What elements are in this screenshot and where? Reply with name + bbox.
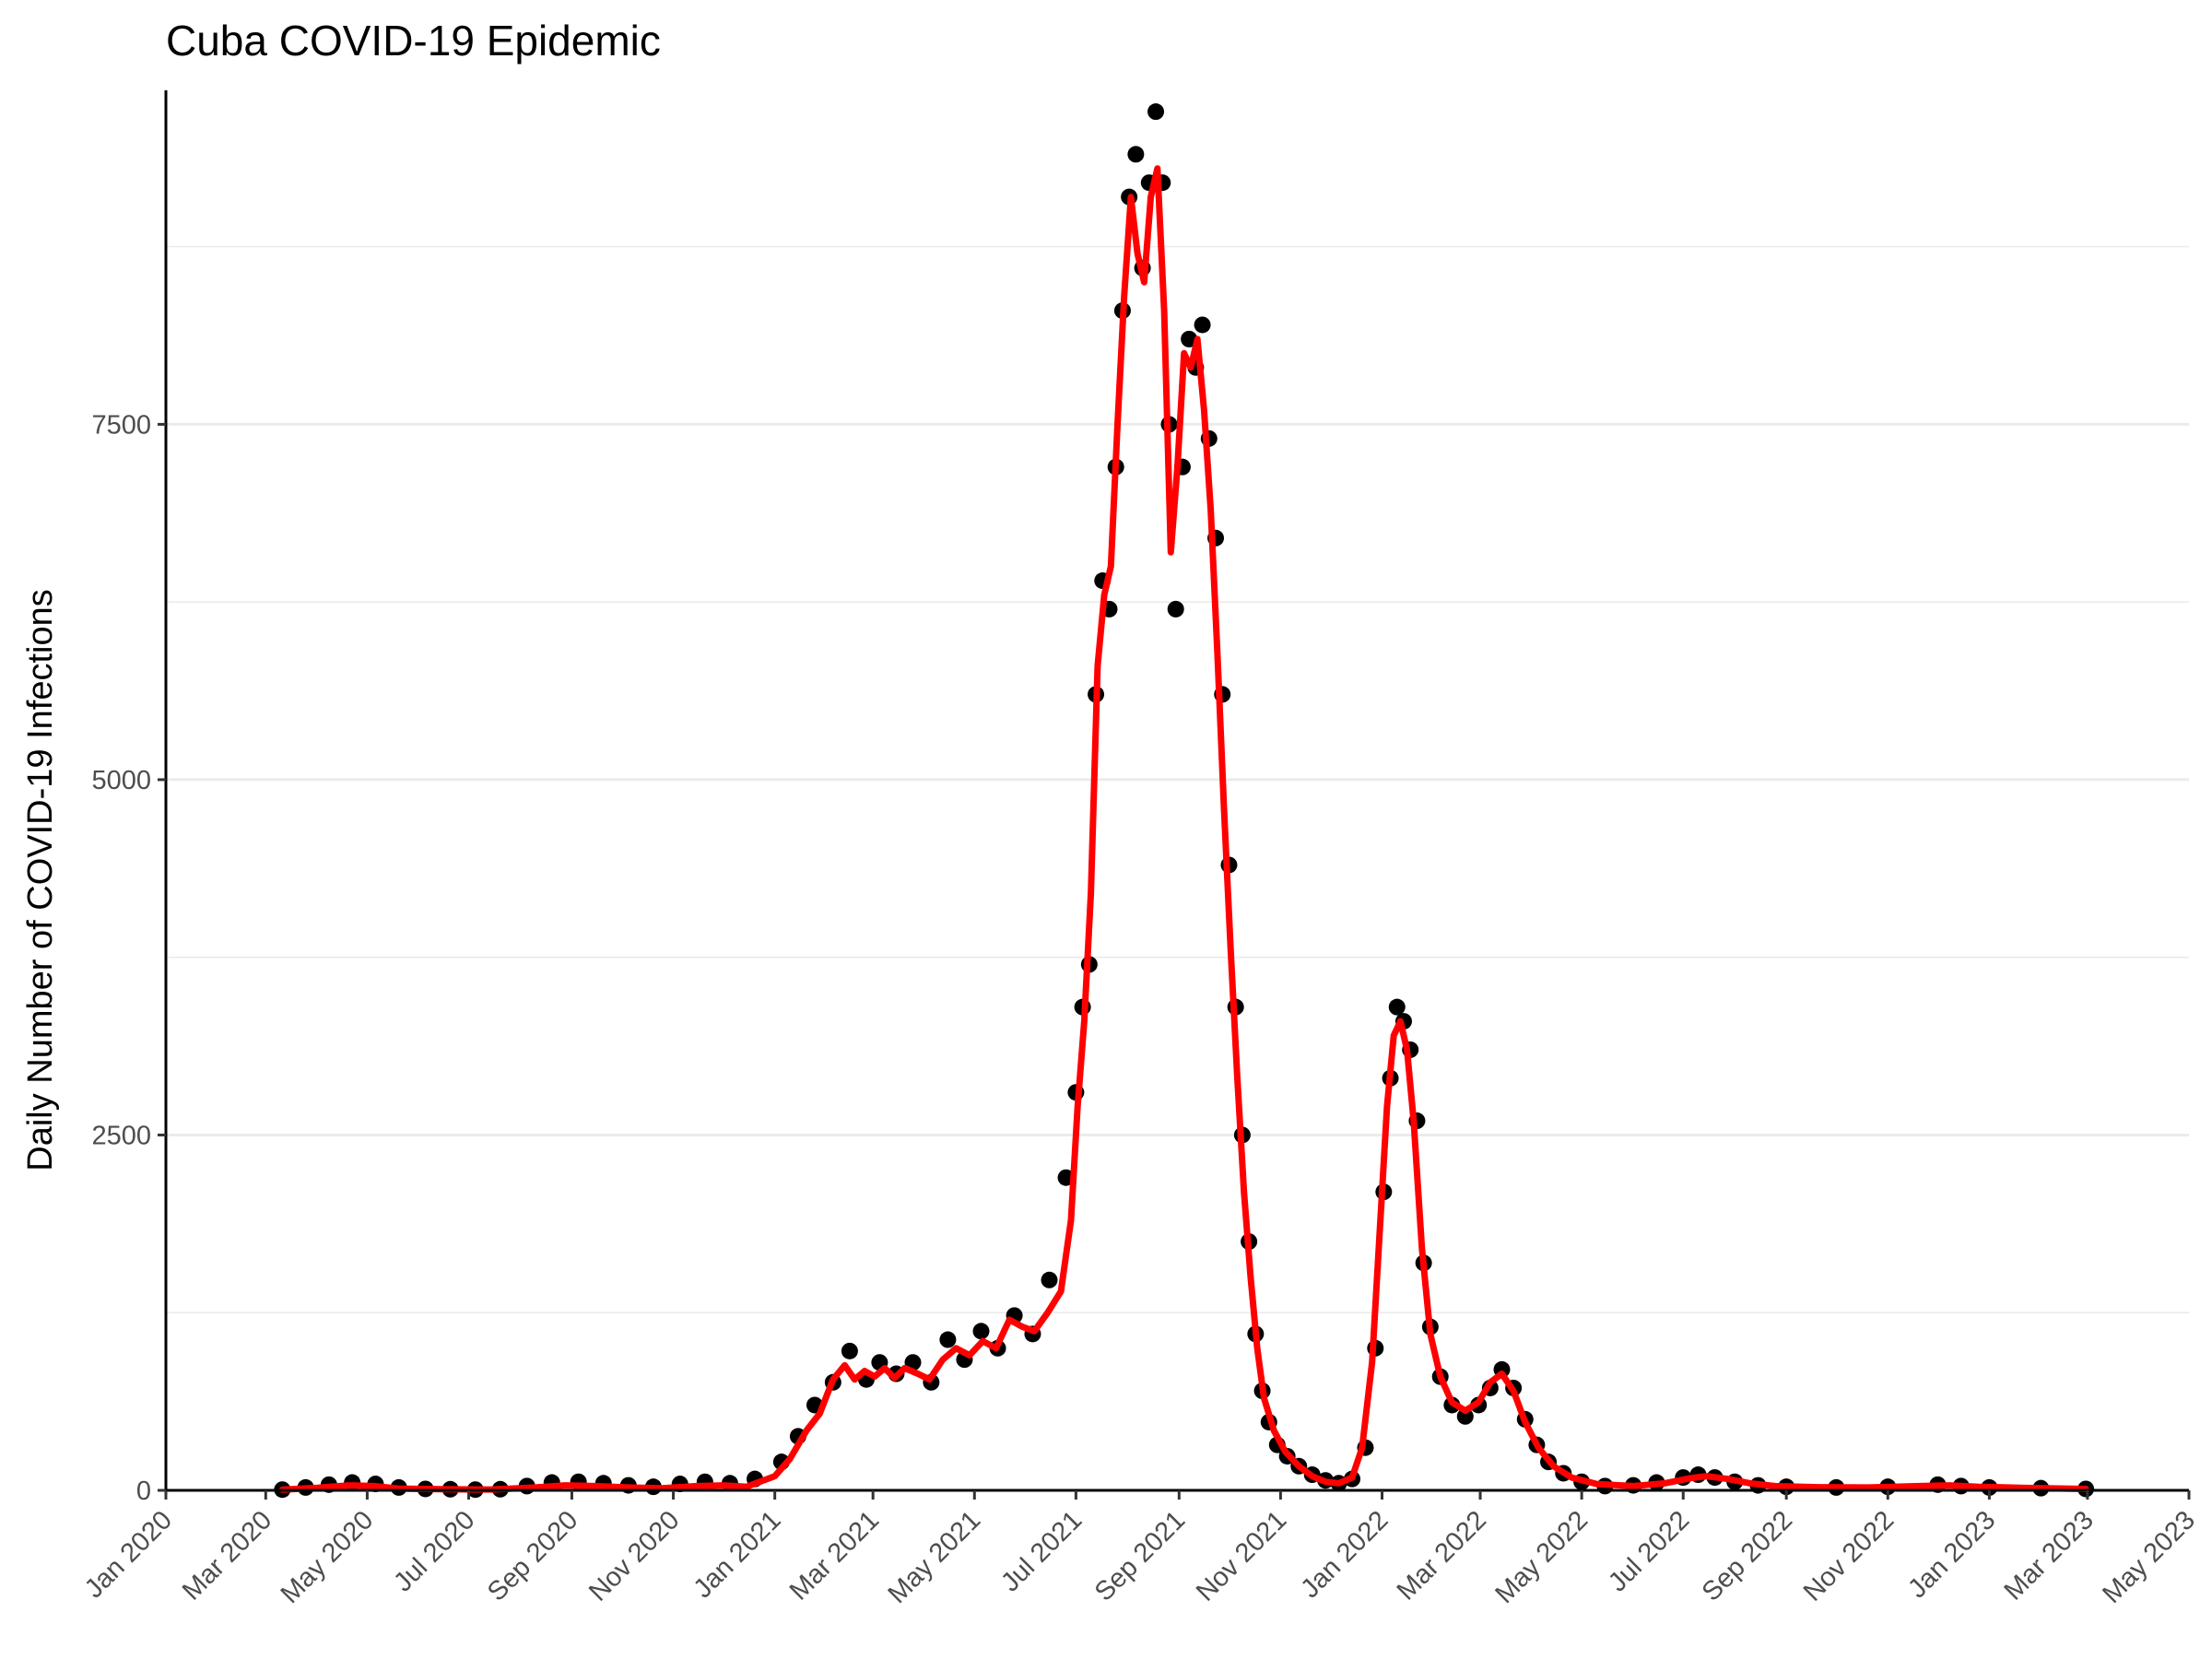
x-tick-label: May 2021 bbox=[883, 1505, 987, 1609]
x-tick-label: Nov 2021 bbox=[1191, 1505, 1292, 1606]
data-point bbox=[1456, 1407, 1474, 1425]
data-point bbox=[841, 1342, 858, 1359]
smoothed-trend-line bbox=[278, 165, 2089, 1493]
chart-title: Cuba COVID-19 Epidemic bbox=[166, 17, 661, 65]
x-tick-label: May 2022 bbox=[1489, 1505, 1594, 1609]
x-tick-label: Mar 2022 bbox=[1392, 1505, 1492, 1606]
x-tick-label: Jul 2022 bbox=[1603, 1505, 1695, 1597]
x-tick-label: Mar 2023 bbox=[1999, 1505, 2100, 1606]
data-point bbox=[1147, 103, 1165, 121]
x-tick-label: Mar 2021 bbox=[784, 1505, 885, 1606]
data-point bbox=[972, 1323, 990, 1340]
x-tick-label: May 2023 bbox=[2097, 1505, 2201, 1609]
y-tick-label: 7500 bbox=[91, 410, 151, 440]
data-point bbox=[1167, 600, 1184, 618]
x-tick-label: Sep 2021 bbox=[1089, 1505, 1191, 1606]
data-point bbox=[1041, 1271, 1058, 1288]
x-tick-label: Mar 2020 bbox=[177, 1505, 277, 1606]
x-tick-label: Nov 2022 bbox=[1798, 1505, 1900, 1606]
data-layer bbox=[274, 103, 2095, 1499]
data-point bbox=[939, 1331, 957, 1348]
y-tick-label: 2500 bbox=[91, 1121, 151, 1150]
x-tick-label: Jan 2022 bbox=[1295, 1505, 1394, 1604]
y-tick-label: 0 bbox=[136, 1477, 151, 1506]
x-tick-label: Jul 2020 bbox=[388, 1505, 480, 1597]
x-tick-label: May 2020 bbox=[276, 1505, 380, 1609]
x-tick-label: Sep 2022 bbox=[1697, 1505, 1798, 1606]
data-point bbox=[1194, 316, 1211, 334]
x-tick-label: Nov 2020 bbox=[583, 1505, 685, 1606]
x-tick-label: Jan 2023 bbox=[1902, 1505, 2001, 1604]
x-tick-label: Jul 2021 bbox=[995, 1505, 1088, 1597]
data-point bbox=[1127, 146, 1145, 163]
x-tick-label: Jan 2021 bbox=[688, 1505, 787, 1604]
x-tick-label: Jan 2020 bbox=[79, 1505, 178, 1604]
data-point bbox=[1388, 998, 1406, 1016]
y-axis-label: Daily Number of COVID-19 Infections bbox=[21, 589, 60, 1171]
x-tick-label: Sep 2020 bbox=[482, 1505, 583, 1606]
y-tick-label: 5000 bbox=[91, 766, 151, 795]
